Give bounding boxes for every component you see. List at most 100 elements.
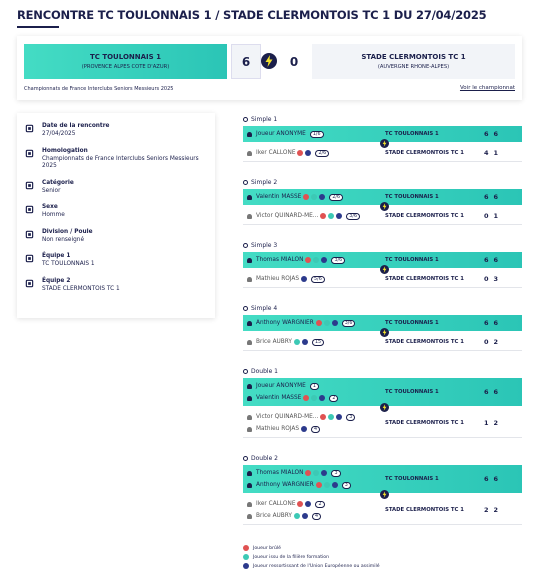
team-name: TC TOULONNAIS 1 — [385, 194, 439, 200]
set-score: 2 — [483, 506, 489, 514]
legend-icon — [243, 554, 249, 560]
home-score: 6 — [231, 44, 261, 79]
player-icon — [247, 482, 252, 488]
legend-item: Joueur ressortissant de l'Union Européen… — [243, 563, 380, 569]
info-icon — [25, 149, 34, 157]
set-score: 6 — [493, 388, 498, 396]
info-text: Équipe 2 STADE CLERMONTOIS TC 1 — [42, 278, 120, 294]
status-icon — [301, 276, 308, 282]
bolt-icon — [380, 328, 389, 337]
set-score: 0 — [483, 338, 489, 346]
player-icon — [247, 150, 252, 156]
player-icon — [247, 213, 252, 219]
info-icon — [25, 205, 34, 214]
player-rank: 3 — [346, 413, 356, 421]
player-rank: 4 — [311, 512, 322, 520]
set-score: 6 — [483, 388, 489, 396]
player-icon — [247, 395, 252, 401]
team-name: TC TOULONNAIS 1 — [385, 131, 439, 137]
status-icon — [315, 320, 322, 326]
player-name: Brice AUBRY — [256, 513, 292, 519]
player-rank: 1 — [309, 382, 319, 390]
match: Double 2 Thomas MIALON 3 Anthony WARGNIER 3 T… — [243, 451, 522, 525]
info-value: Senior — [42, 187, 61, 194]
info-value: TC TOULONNAIS 1 — [42, 261, 95, 267]
player-icon — [247, 470, 252, 476]
legend-item: Joueur issu de la filière formation — [243, 554, 380, 560]
status-icon — [313, 257, 320, 263]
status-icon — [303, 194, 310, 200]
score-card: TC TOULONNAIS 1 (PROVENCE ALPES COTE D'A… — [17, 36, 522, 100]
info-label: Équipe 1 — [42, 253, 71, 259]
title-underline — [17, 26, 59, 28]
info-icon — [25, 124, 34, 133]
set-score: 1 — [493, 149, 498, 157]
set-score: 6 — [483, 193, 489, 201]
info-text: Date de la rencontre 27/04/2025 — [42, 123, 110, 139]
status-icon — [301, 339, 308, 345]
info-icon — [25, 254, 34, 263]
player-name: Valentin MASSE — [256, 395, 302, 401]
team-name: STADE CLERMONTOIS TC 1 — [385, 339, 464, 345]
set-score: 6 — [483, 475, 489, 483]
info-label: Division / Poule — [42, 228, 93, 235]
championship-link[interactable]: Voir le championnat — [459, 85, 515, 91]
match-title: Simple 3 — [243, 238, 522, 252]
status-icon — [313, 470, 320, 476]
player-icon — [247, 320, 252, 326]
player-icon — [247, 194, 252, 200]
home-row: Joueur ANONYME 1 Valentin MASSE 2 TC TOULONN… — [243, 378, 522, 406]
status-icon — [301, 513, 308, 519]
info-label: Équipe 2 — [42, 277, 71, 284]
player-name: Victor QUINARD-ME... — [256, 213, 319, 219]
status-icon — [323, 320, 330, 326]
championship-name: Championnats de France Interclubs Senior… — [24, 86, 174, 92]
info-text: Division / Poule Non renseigné — [42, 229, 93, 245]
info-text: Sexe Homme — [42, 204, 65, 220]
status-icon — [297, 150, 304, 156]
status-icon — [321, 470, 328, 476]
info-label: Sexe — [42, 204, 58, 210]
player-icon — [247, 414, 252, 420]
player-icon — [247, 257, 252, 263]
info-icon — [25, 181, 34, 189]
match-title: Double 1 — [243, 364, 522, 378]
status-icon — [336, 213, 343, 219]
status-icon — [311, 395, 318, 401]
away-row: Victor QUINARD-ME... 3 Mathieu ROJAS 4 STADE… — [243, 409, 522, 438]
team-name: STADE CLERMONTOIS TC 1 — [385, 213, 464, 219]
matches: Simple 1 Joueur ANONYME 1/6 TC TOULONNAIS 1… — [243, 112, 522, 538]
player: Mathieu ROJAS 4 — [243, 423, 522, 435]
page-title: RENCONTRE TC TOULONNAIS 1 / STADE CLERMO… — [17, 8, 487, 22]
match-title: Simple 2 — [243, 175, 522, 189]
bolt-icon — [261, 53, 277, 69]
legend-item: Joueur brûlé — [243, 545, 380, 551]
bolt-icon — [380, 202, 389, 211]
info-item: Équipe 2 STADE CLERMONTOIS TC 1 — [25, 278, 207, 294]
player-icon — [247, 501, 252, 507]
status-icon — [328, 414, 335, 420]
match-title: Double 2 — [243, 451, 522, 465]
status-icon — [293, 513, 300, 519]
player-name: Anthony WARGNIER — [256, 320, 314, 326]
set-score: 6 — [483, 319, 489, 327]
info-text: Catégorie Senior — [42, 180, 74, 196]
player-name: Iker CALLONE — [256, 150, 296, 156]
team-name: STADE CLERMONTOIS TC 1 — [385, 150, 464, 156]
away-team: STADE CLERMONTOIS TC 1 (AUVERGNE RHONE-A… — [312, 44, 515, 79]
set-score: 6 — [493, 193, 498, 201]
match-title: Simple 4 — [243, 301, 522, 315]
player-name: Joueur ANONYME — [256, 383, 306, 389]
info-icon — [25, 279, 34, 287]
player: Joueur ANONYME 1 — [243, 380, 522, 392]
